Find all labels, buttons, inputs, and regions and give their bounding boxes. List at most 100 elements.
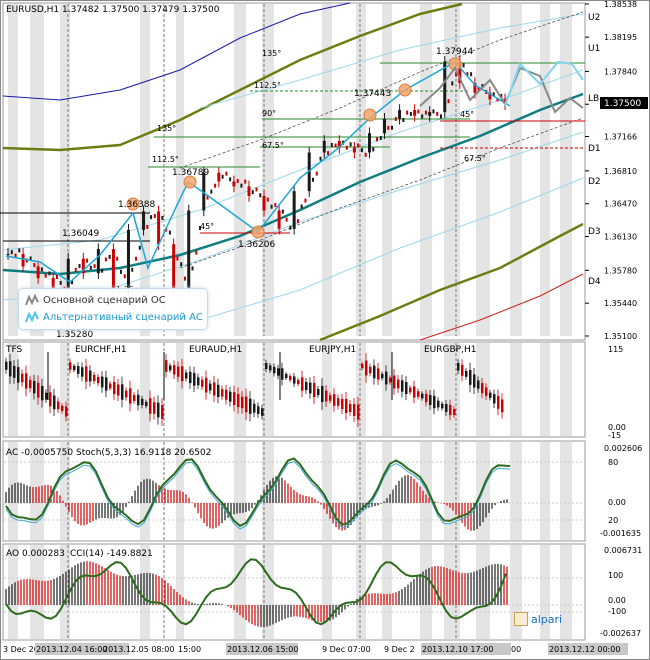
candle-body (262, 195, 266, 211)
tfs-bar (213, 382, 216, 396)
candle-body (123, 274, 126, 279)
candle-body (266, 197, 269, 202)
tfs-panel[interactable] (2, 341, 586, 438)
tfs-bar (329, 395, 332, 401)
candle-body (172, 244, 176, 288)
tfs-bar (277, 368, 280, 376)
candle-body (55, 274, 58, 279)
tfs-bar (169, 365, 172, 371)
tfs-bar (133, 395, 136, 401)
olive-upper-band (2, 2, 463, 152)
price-tick-label: 1.35100 (604, 332, 637, 341)
tfs-bar (9, 361, 12, 377)
candle-body (153, 214, 156, 219)
candle-body (251, 190, 254, 195)
candle-body (337, 140, 341, 148)
candle-body (96, 249, 100, 274)
session-shade (540, 442, 550, 540)
candle-body (481, 84, 484, 89)
candle-body (391, 125, 394, 130)
ac-scale-bottom: -0.001635 (600, 529, 641, 538)
candle-body (187, 210, 191, 288)
tfs-bar (17, 367, 20, 383)
candle-body (375, 137, 378, 142)
tfs-bar (33, 380, 36, 394)
tfs-bar (253, 403, 256, 413)
tfs-title: TFS (5, 345, 23, 355)
tfs-bar (457, 363, 460, 371)
candle-body (229, 177, 232, 182)
tfs-bar (429, 395, 432, 405)
tfs-bar (37, 382, 40, 398)
session-shade (560, 343, 572, 436)
level-u2-label: U2 (588, 13, 600, 23)
low-label: 1.35280 (56, 330, 93, 340)
tfs-bar (153, 402, 156, 414)
dashed-channel-lower (179, 117, 584, 269)
candle-body (259, 193, 262, 198)
tfs-bar (453, 409, 456, 415)
session-shade (8, 545, 18, 639)
tfs-bar (497, 395, 500, 409)
tfs-bar (405, 382, 408, 394)
ac-scale-20: 20 (608, 516, 618, 525)
level-d4-label: D4 (588, 277, 601, 287)
session-shade (234, 545, 246, 639)
candle-body (78, 263, 81, 268)
tfs-bar (357, 404, 360, 420)
candle-body (447, 99, 450, 104)
symbol-label: EURUSD,H1 (6, 5, 59, 15)
tfs-bar (81, 367, 84, 377)
candle-body (455, 72, 458, 77)
level-lb-label: LB (588, 94, 599, 104)
angle-67-top: 67.5° (262, 141, 284, 150)
candle-body (183, 276, 186, 281)
angle-135-top: 135° (262, 49, 281, 58)
tfs-bar (477, 380, 480, 389)
candle-body (432, 109, 435, 114)
tfs-bar (393, 375, 396, 389)
session-shade (234, 442, 246, 540)
brand-logo: alpari (514, 612, 562, 626)
tfs-bar (237, 393, 240, 408)
tfs-bar (157, 402, 160, 418)
pivot-marker (251, 225, 265, 239)
tfs-bar (201, 379, 204, 387)
pivot-label-4: 1.37443 (354, 89, 391, 99)
candle-body (307, 152, 311, 192)
angle-135-left: 135° (157, 124, 176, 133)
stoch-signal-line (5, 460, 511, 530)
brand-logo-icon (514, 612, 528, 626)
level-d1-label: D1 (588, 144, 601, 154)
candle-body (413, 110, 417, 116)
candle-body (14, 253, 17, 258)
current-price-box (600, 97, 648, 109)
tfs-bar (225, 389, 228, 400)
candle-body (285, 217, 288, 222)
tfs-bar (361, 363, 364, 369)
brand-name: alpari (531, 612, 563, 626)
price-tick-label: 1.35440 (604, 299, 637, 308)
session-shade (8, 4, 18, 336)
candle-body (221, 174, 224, 179)
tfs-bar (365, 360, 368, 376)
tfs-pair-eurchf: EURCHF,H1 (75, 345, 127, 355)
candle-body (402, 118, 405, 123)
tfs-bar (313, 382, 316, 398)
candle-body (66, 258, 70, 288)
tfs-bar (49, 392, 52, 407)
session-shade (560, 4, 572, 336)
tfs-bar (441, 403, 444, 409)
candle-body (394, 116, 397, 121)
candle-body (89, 265, 92, 270)
tfs-bar (93, 374, 96, 382)
cci-title: CCI(14) -149.8821 (70, 549, 153, 559)
tfs-bar (265, 362, 268, 370)
session-shade (382, 442, 392, 540)
candle-body (417, 109, 420, 114)
candle-body (210, 189, 213, 194)
candle-body (21, 253, 25, 267)
scenario-legend: Основной сценарий ОС Альтернативный сцен… (18, 288, 208, 330)
